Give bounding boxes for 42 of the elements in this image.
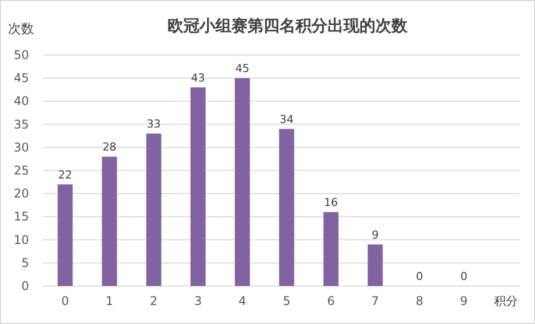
x-tick-label: 5 [282,294,290,308]
x-tick-label: 3 [194,294,202,308]
y-tick-label: 20 [14,186,29,201]
bar [234,78,250,286]
data-label: 0 [460,270,468,283]
bar [58,184,73,286]
x-tick-label: 8 [416,294,424,308]
x-tick-label: 7 [371,294,380,308]
y-tick-label: 50 [14,48,29,62]
y-tick-label: 0 [21,279,29,293]
x-tick-label: 1 [106,294,114,308]
data-label: 22 [58,168,72,182]
y-tick-label: 25 [14,164,29,178]
chart-title: 欧冠小组赛第四名积分出现的次数 [168,16,408,35]
data-label: 43 [191,71,206,84]
y-tick-label: 5 [21,256,29,270]
y-tick-label: 35 [14,117,29,132]
data-label: 28 [102,140,116,154]
data-label: 34 [280,112,294,126]
bar [279,128,294,286]
y-tick-label: 10 [14,232,29,247]
bar [146,134,162,286]
data-label: 33 [146,118,161,131]
data-label: 9 [372,228,379,242]
y-tick-label: 40 [14,94,29,108]
y-axis-title: 次数 [8,22,34,37]
bar [190,87,206,286]
x-tick-label: 9 [460,294,468,308]
y-tick-label: 15 [14,210,29,224]
data-label: 45 [235,62,250,76]
x-axis-title: 积分 [494,294,518,308]
x-tick-label: 6 [327,294,335,308]
bar [323,212,338,286]
data-label: 0 [416,270,424,283]
bar [102,156,117,286]
x-tick-label: 2 [150,294,158,308]
x-tick-label: 4 [238,294,246,308]
bar [368,244,383,286]
y-tick-label: 45 [14,71,29,86]
data-label: 16 [324,196,338,210]
y-tick-label: 30 [14,140,29,154]
x-tick-label: 0 [61,294,69,308]
